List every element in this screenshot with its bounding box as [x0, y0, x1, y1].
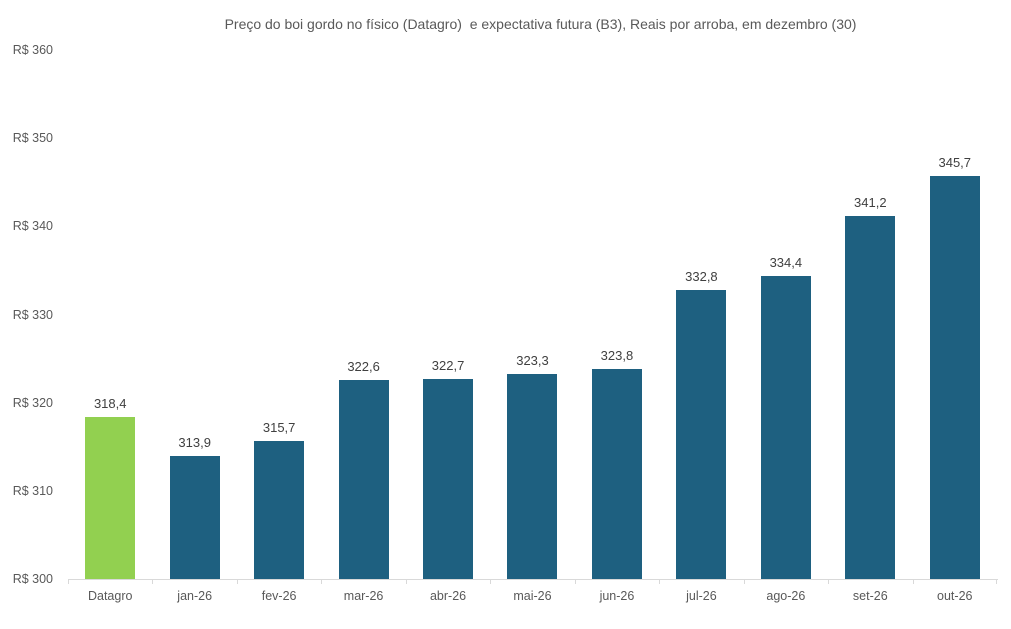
x-axis-category-label: mar-26	[343, 589, 384, 603]
x-axis-category-label: jun-26	[599, 589, 635, 603]
bar-group-fev-26: 315,7	[237, 420, 321, 579]
bar-value-label: 341,2	[854, 194, 887, 210]
plot-area: 318,4 313,9 315,7 322,6 322,7 323,3 323,8 332,8…	[68, 50, 997, 579]
x-axis-tick	[152, 579, 153, 584]
bar-group-mai-26: 323,3	[490, 353, 574, 579]
bar-value-label: 322,7	[431, 357, 465, 373]
x-axis-tick	[996, 579, 997, 584]
x-axis-tick	[68, 579, 69, 584]
bar-value-label: 318,4	[93, 395, 127, 411]
x-axis-category-label: jan-26	[177, 589, 213, 603]
y-axis-tick-label: R$ 350	[12, 131, 53, 146]
bar-jan-26	[169, 456, 220, 579]
y-axis: R$ 360 R$ 350 R$ 340 R$ 330 R$ 320 R$ 310 R$ 3…	[0, 0, 55, 629]
x-axis-category-label: Datagro	[87, 589, 133, 603]
bar-value-label: 334,4	[769, 254, 803, 270]
x-axis-tick	[828, 579, 829, 584]
x-axis-category-label: set-26	[852, 589, 888, 603]
x-axis-tick	[575, 579, 576, 584]
bar-ago-26	[760, 275, 811, 579]
bar-jul-26	[676, 289, 727, 579]
x-axis-category-label: abr-26	[429, 589, 467, 603]
bar-abr-26	[423, 378, 474, 579]
bar-value-label: 323,3	[516, 352, 549, 368]
bar-group-set-26: 341,2	[828, 195, 912, 579]
bar-mar-26	[338, 379, 389, 579]
bar-set-26	[845, 215, 896, 579]
bar-group-datagro: 318,4	[68, 396, 152, 579]
chart-title: Preço do boi gordo no físico (Datagro) e…	[224, 16, 857, 32]
bar-group-ago-26: 334,4	[744, 255, 828, 579]
bar-group-jun-26: 323,8	[575, 348, 659, 579]
y-axis-tick-label: R$ 330	[12, 307, 53, 322]
bar-jun-26	[591, 369, 642, 579]
y-axis-tick-label: R$ 340	[12, 219, 53, 234]
bar-value-label: 323,8	[600, 348, 634, 364]
bar-value-label: 315,7	[262, 419, 296, 435]
x-axis-tick	[744, 579, 745, 584]
bar-group-abr-26: 322,7	[406, 358, 490, 579]
x-axis-tick	[659, 579, 660, 584]
bar-value-label: 313,9	[178, 435, 211, 451]
x-axis-tick	[913, 579, 914, 584]
x-axis-tick	[321, 579, 322, 584]
y-axis-tick-label: R$ 310	[12, 483, 53, 498]
bar-value-label: 332,8	[685, 268, 718, 284]
x-axis-category-label: fev-26	[261, 589, 297, 603]
y-axis-tick-label: R$ 320	[12, 395, 53, 410]
y-axis-tick-label: R$ 360	[12, 43, 53, 57]
y-axis-tick-label: R$ 300	[12, 572, 53, 586]
bar-group-mar-26: 322,6	[321, 359, 405, 579]
x-axis-tick	[237, 579, 238, 584]
x-axis-category-label: jul-26	[686, 589, 717, 603]
bar-fev-26	[254, 440, 305, 579]
bar-group-out-26: 345,7	[913, 155, 997, 579]
x-axis-tick	[406, 579, 407, 584]
bar-group-jul-26: 332,8	[659, 269, 743, 579]
bar-out-26	[929, 176, 980, 579]
bar-group-jan-26: 313,9	[152, 435, 236, 579]
x-axis-category-label: out-26	[937, 589, 973, 603]
bar-mai-26	[507, 373, 558, 579]
x-axis-labels: Datagro jan-26 fev-26 mar-26 abr-26 mai-26 jun…	[68, 589, 997, 603]
x-axis-category-label: mai-26	[513, 589, 552, 603]
x-axis-line	[68, 579, 998, 580]
x-axis-tick	[490, 579, 491, 584]
bar-value-label: 345,7	[938, 155, 972, 171]
x-axis-ticks	[68, 579, 997, 584]
x-axis-category-label: ago-26	[766, 589, 806, 603]
bar-datagro	[85, 416, 136, 579]
bar-value-label: 322,6	[347, 358, 380, 374]
